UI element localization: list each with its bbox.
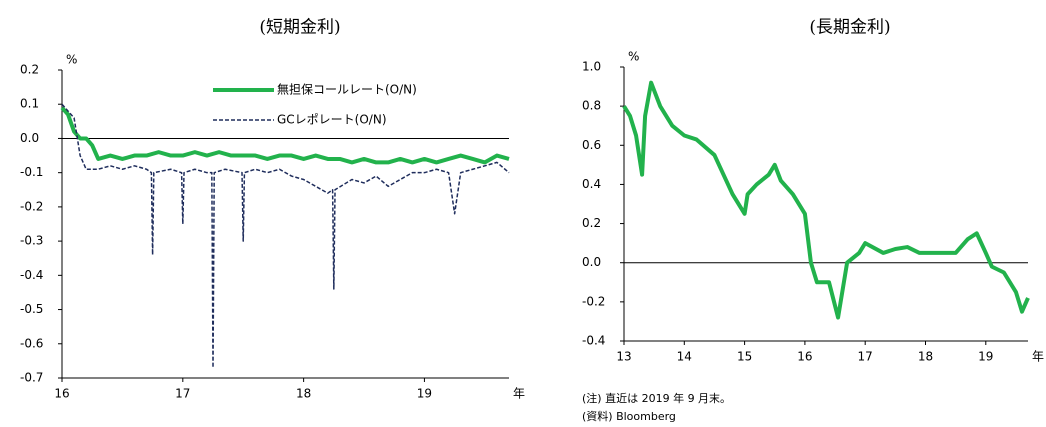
line-series (622, 80, 1030, 320)
y-tick-label: -0.4 (582, 334, 605, 348)
y-tick-label: -0.7 (20, 371, 43, 385)
x-tick-label: 19 (978, 350, 993, 364)
x-tick-label: 17 (175, 387, 190, 401)
y-tick-label: 0.4 (582, 177, 601, 191)
x-tick-label: 16 (797, 350, 812, 364)
note: (注) 直近は 2019 年 9 月末。 (582, 391, 731, 405)
y-tick-label: 0.1 (20, 97, 39, 111)
x-axis-unit: 年 (1032, 350, 1044, 364)
x-tick-label: 17 (858, 350, 873, 364)
x-tick-label: 18 (296, 387, 311, 401)
y-axis-unit: % (66, 53, 77, 67)
legend-label: GCレポレート(O/N) (277, 113, 387, 127)
y-tick-label: 0.8 (582, 99, 601, 113)
y-tick-label: 0.2 (582, 216, 601, 230)
y-tick-label: 0.0 (582, 255, 601, 269)
y-tick-label: -0.4 (20, 268, 43, 282)
y-tick-label: -0.5 (20, 302, 43, 316)
chart-title: (長期金利) (809, 18, 890, 38)
y-tick-label: 0.6 (582, 138, 601, 152)
y-tick-label: -0.2 (582, 294, 605, 308)
x-tick-label: 15 (737, 350, 752, 364)
y-tick-label: 1.0 (582, 60, 601, 74)
y-tick-label: -0.6 (20, 336, 43, 350)
x-tick-label: 18 (918, 350, 933, 364)
x-axis-unit: 年 (513, 387, 525, 401)
y-tick-label: -0.1 (20, 165, 43, 179)
y-tick-label: 0.2 (20, 63, 39, 77)
y-tick-label: -0.3 (20, 234, 43, 248)
legend-label: 無担保コールレート(O/N) (277, 82, 417, 97)
line-series (61, 103, 510, 369)
x-tick-label: 19 (417, 387, 432, 401)
x-tick-label: 13 (616, 350, 631, 364)
x-tick-label: 16 (54, 387, 69, 401)
note: (資料) Bloomberg (582, 409, 676, 423)
line-series (60, 106, 510, 165)
chart-title: (短期金利) (259, 18, 340, 38)
y-tick-label: 0.0 (20, 131, 39, 145)
y-axis-unit: % (628, 50, 639, 64)
x-tick-label: 14 (677, 350, 692, 364)
y-tick-label: -0.2 (20, 199, 43, 213)
